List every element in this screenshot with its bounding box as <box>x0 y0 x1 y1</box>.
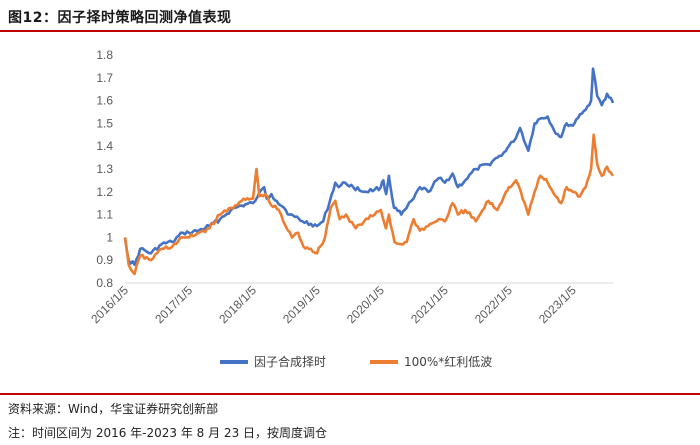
legend: 因子合成择时 100%*红利低波 <box>220 354 492 369</box>
legend-label-series2: 100%*红利低波 <box>404 354 492 369</box>
x-tick-label: 2023/1/5 <box>536 283 579 326</box>
x-axis: 2016/1/5 2017/1/5 2018/1/5 2019/1/5 2020/1/5… <box>88 283 579 326</box>
y-tick-label: 1.6 <box>96 94 113 108</box>
y-tick-label: 1 <box>106 230 113 244</box>
title-divider <box>0 30 700 32</box>
y-tick-label: 1.8 <box>96 48 113 62</box>
y-tick-label: 1.4 <box>96 139 113 153</box>
x-tick-label: 2019/1/5 <box>280 283 323 326</box>
x-tick-label: 2021/1/5 <box>408 283 451 326</box>
x-tick-label: 2017/1/5 <box>152 283 195 326</box>
series-line-dividend-lowvol <box>123 133 615 276</box>
y-tick-label: 0.9 <box>96 253 113 267</box>
y-tick-label: 1.7 <box>96 71 113 85</box>
chart-svg: 0.80.911.11.21.31.41.51.61.71.8 2016/1/5… <box>88 48 615 369</box>
y-axis: 0.8 0.9 1 1.1 1.2 1.3 1.4 1.5 1.6 1.7 1.8 <box>96 48 113 290</box>
x-tick-label: 2018/1/5 <box>216 283 259 326</box>
series-line-factor-timing <box>123 67 615 267</box>
period-note: 注：时间区间为 2016 年-2023 年 8 月 23 日，按周度调仓 <box>8 426 328 440</box>
x-tick-label: 2020/1/5 <box>344 283 387 326</box>
figure-title: 图12：因子择时策略回测净值表现 <box>8 10 232 26</box>
y-tick-label: 1.5 <box>96 116 113 130</box>
source-note: 资料来源：Wind，华宝证券研究创新部 <box>8 402 219 416</box>
y-tick-label: 1.2 <box>96 185 113 199</box>
legend-label-series1: 因子合成择时 <box>254 354 326 369</box>
plot-area <box>123 67 615 276</box>
y-tick-label: 0.8 <box>96 276 113 290</box>
footer-divider <box>0 393 700 395</box>
y-tick-label: 1.3 <box>96 162 113 176</box>
y-tick-label: 1.1 <box>96 208 113 222</box>
x-tick-label: 2022/1/5 <box>472 283 515 326</box>
